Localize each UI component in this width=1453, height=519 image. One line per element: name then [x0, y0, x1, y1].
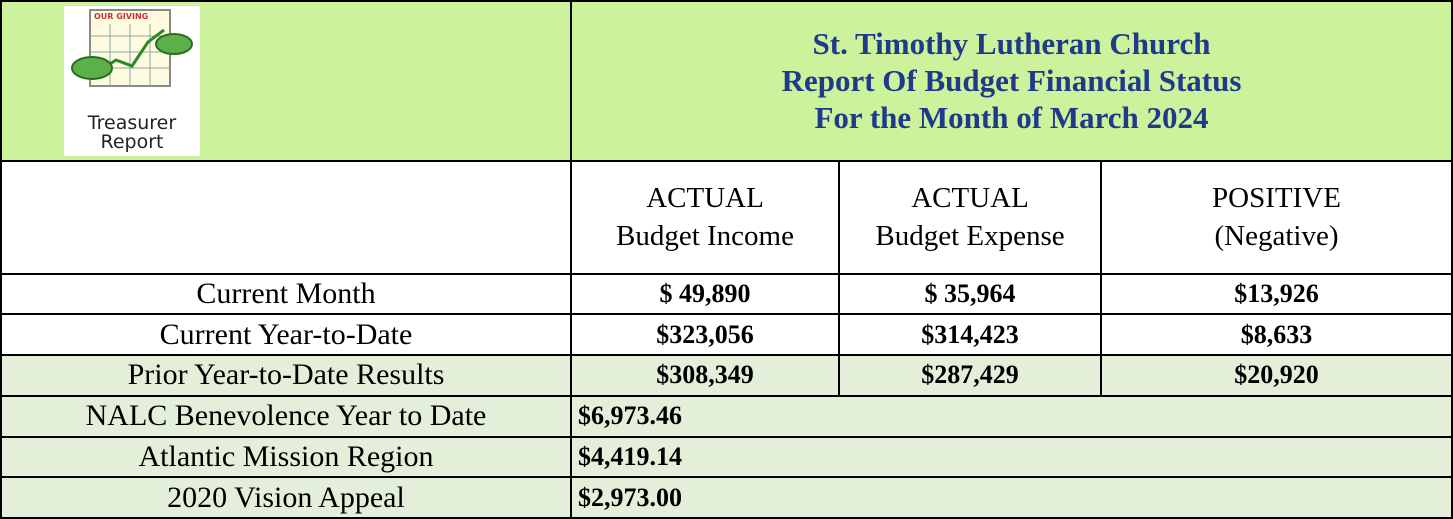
title-line: Report Of Budget Financial Status	[781, 63, 1242, 99]
other-row: Atlantic Mission Region $4,419.14	[0, 435, 1453, 479]
value-cell: $287,429	[838, 354, 1102, 397]
value-cell: $323,056	[570, 313, 840, 357]
column-header-line: (Negative)	[1214, 220, 1339, 253]
logo-line: Report	[100, 130, 164, 153]
blank-cell	[0, 159, 572, 275]
value-cell: $ 35,964	[838, 272, 1102, 316]
column-header: POSITIVE (Negative)	[1100, 159, 1453, 275]
logo-icon	[71, 8, 193, 87]
row-label: Current Month	[0, 272, 572, 316]
other-row: NALC Benevolence Year to Date $6,973.46	[0, 394, 1453, 438]
value-cell: $13,926	[1100, 272, 1453, 316]
value-cell: $8,633	[1100, 313, 1453, 357]
value-cell: $6,973.46	[570, 394, 1453, 438]
value-cell: $ 49,890	[570, 272, 840, 316]
header-row: OUR GIVING Treasurer Report St. Timothy L…	[0, 0, 1453, 162]
value-cell: $4,419.14	[570, 435, 1453, 479]
column-header-line: Budget Income	[616, 220, 794, 253]
logo-line: Treasurer	[87, 111, 177, 134]
column-header-line: Budget Expense	[875, 220, 1065, 253]
row-label: Current Year-to-Date	[0, 313, 572, 357]
row-label: 2020 Vision Appeal	[0, 476, 572, 519]
title-cell: St. Timothy Lutheran Church Report Of Bu…	[570, 0, 1453, 162]
column-header-line: ACTUAL	[646, 182, 764, 215]
logo-caption: OUR GIVING	[94, 11, 149, 21]
logo: OUR GIVING Treasurer Report	[64, 5, 200, 156]
value-cell: $2,973.00	[570, 476, 1453, 519]
other-row: 2020 Vision Appeal $2,973.00	[0, 476, 1453, 519]
logo-cell: OUR GIVING Treasurer Report	[0, 0, 572, 162]
title-line: St. Timothy Lutheran Church	[812, 26, 1211, 62]
title-line: For the Month of March 2024	[814, 100, 1209, 136]
row-label: Prior Year-to-Date Results	[0, 354, 572, 397]
value-cell: $314,423	[838, 313, 1102, 357]
row-label: Atlantic Mission Region	[0, 435, 572, 479]
value-cell: $308,349	[570, 354, 840, 397]
column-header: ACTUAL Budget Income	[570, 159, 840, 275]
value-cell: $20,920	[1100, 354, 1453, 397]
column-header-line: ACTUAL	[911, 182, 1029, 215]
row-label: NALC Benevolence Year to Date	[0, 394, 572, 438]
data-row: Current Month $ 49,890 $ 35,964 $13,926	[0, 272, 1453, 316]
column-header-row: ACTUAL Budget Income ACTUAL Budget Expense P…	[0, 159, 1453, 275]
data-row: Current Year-to-Date $323,056 $314,423 $8,6…	[0, 313, 1453, 357]
column-header: ACTUAL Budget Expense	[838, 159, 1102, 275]
logo-text: Treasurer Report	[64, 111, 200, 153]
data-row: Prior Year-to-Date Results $308,349 $287,4…	[0, 354, 1453, 397]
column-header-line: POSITIVE	[1212, 182, 1341, 215]
